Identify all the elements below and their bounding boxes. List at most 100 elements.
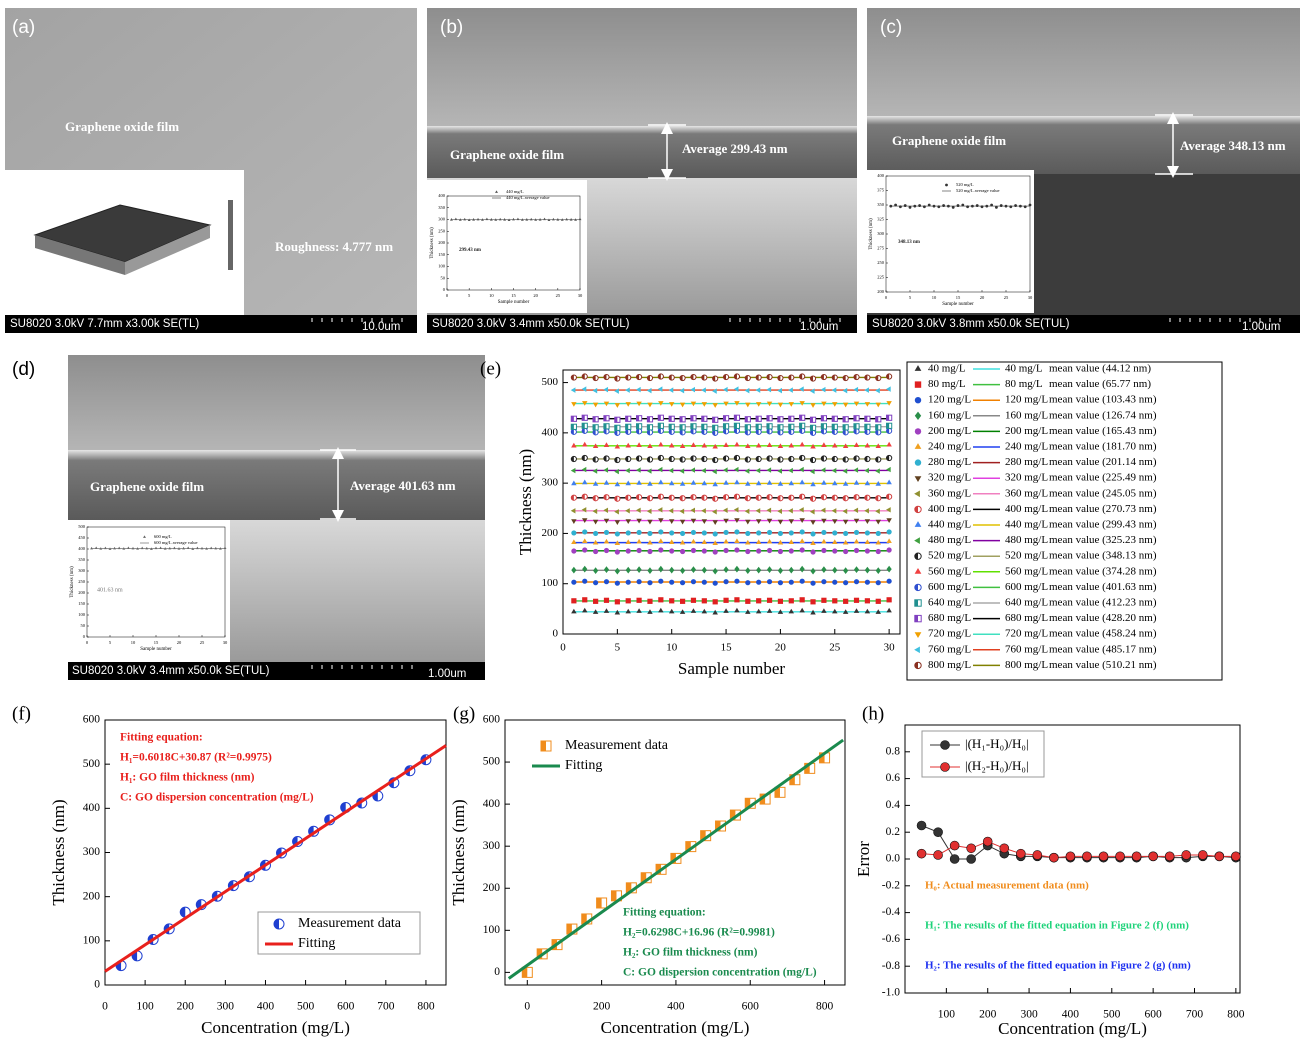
data-point-fill [766, 423, 770, 429]
data-point [843, 548, 849, 555]
info-bar [68, 662, 485, 680]
data-point [1148, 851, 1158, 862]
data-point-fill [875, 456, 879, 463]
data-point-fill [843, 495, 846, 501]
y-tick-label: 325 [877, 217, 885, 222]
scale-text: 1.00um [428, 668, 466, 680]
data-point-fill [745, 495, 748, 501]
data-point [1016, 848, 1026, 859]
data-point [712, 375, 719, 382]
data-point [755, 519, 762, 524]
data-point [821, 566, 827, 574]
data-point [864, 428, 871, 435]
data-point [1023, 205, 1027, 209]
series-line [507, 738, 845, 980]
data-point [701, 530, 707, 536]
data-point [571, 566, 577, 574]
data-point [154, 546, 158, 550]
data-point [614, 495, 621, 502]
data-point [875, 424, 882, 431]
data-point [614, 599, 620, 605]
data-point [498, 217, 502, 221]
data-point [582, 441, 588, 447]
annotation: H₂: GO film thickness (nm) [623, 947, 758, 959]
data-point [701, 566, 707, 574]
data-point [614, 520, 621, 525]
data-point [864, 579, 870, 585]
inset-background [68, 520, 230, 662]
data-point [625, 428, 632, 435]
data-point [547, 218, 551, 222]
data-point [734, 607, 740, 613]
legend-label: 480 mg/L [928, 534, 971, 546]
data-point [582, 401, 588, 406]
legend-label: 120 mg/L [1005, 394, 1048, 406]
data-point [614, 580, 620, 586]
data-point [832, 402, 838, 407]
data-point-fill [658, 415, 661, 421]
data-point-fill [810, 417, 814, 423]
data-point [701, 428, 708, 435]
sem-film [68, 450, 485, 520]
data-point [560, 218, 564, 221]
measure-label: Average 401.63 nm [350, 478, 456, 493]
inset-background [867, 170, 1034, 313]
data-point [668, 494, 675, 501]
data-point [809, 375, 817, 382]
data-point-fill [821, 455, 824, 462]
x-tick-label: 200 [177, 1001, 195, 1013]
data-point [614, 509, 619, 515]
data-point [126, 546, 130, 549]
data-point [712, 429, 719, 436]
y-tick-label: 350 [78, 557, 86, 562]
data-point-fill [603, 494, 607, 500]
data-point-fill [777, 429, 781, 435]
y-tick-label: 350 [877, 202, 885, 207]
data-point [603, 480, 610, 485]
legend-label: mean value (165.43 nm) [1049, 425, 1157, 437]
data-point [810, 443, 816, 449]
data-point [669, 530, 675, 536]
data-point-fill [723, 455, 727, 462]
data-point-fill [625, 424, 629, 430]
y-tick-label: 0 [553, 628, 559, 640]
y-tick-label: 100 [483, 924, 501, 936]
data-point [454, 217, 458, 221]
data-point [614, 609, 621, 615]
data-point [788, 539, 795, 545]
y-tick-label: 50 [81, 623, 86, 628]
data-point [172, 546, 176, 550]
data-point [679, 539, 686, 545]
y-tick-label: 250 [438, 228, 446, 233]
data-point [712, 495, 719, 502]
annotation: Fitting equation: [623, 907, 706, 919]
data-point [668, 455, 675, 463]
data-point [722, 386, 728, 393]
data-point [777, 567, 784, 575]
plot-frame [504, 719, 846, 986]
data-point [733, 466, 739, 473]
data-point [886, 427, 893, 434]
data-point [581, 454, 588, 462]
data-point-fill [723, 428, 727, 434]
data-point [864, 539, 871, 545]
legend-marker [914, 583, 922, 592]
data-point-fill [571, 416, 574, 422]
data-point [853, 373, 860, 381]
data-point-fill [701, 456, 705, 462]
data-point [810, 540, 816, 546]
annotation: H₁: The results of the fitted equation i… [925, 920, 1189, 932]
data-point [625, 598, 631, 604]
annotation: H₁=0.6018C+30.87 (R²=0.9975) [120, 752, 272, 764]
info-text: SU8020 3.0kV 7.7mm x3.00k SE(TL) [10, 318, 199, 330]
x-tick-label: 5 [468, 293, 471, 298]
legend-label: 160 mg/L [1005, 409, 1048, 421]
annotation: 401.63 nm [97, 587, 123, 593]
data-point [669, 566, 675, 574]
data-point [842, 402, 849, 408]
data-point-fill [670, 853, 676, 864]
data-point [592, 402, 599, 408]
sem-image-a: (a) Graphene oxide film Roughness: 4.777… [5, 8, 417, 333]
data-point [766, 373, 773, 381]
data-point [831, 428, 838, 435]
